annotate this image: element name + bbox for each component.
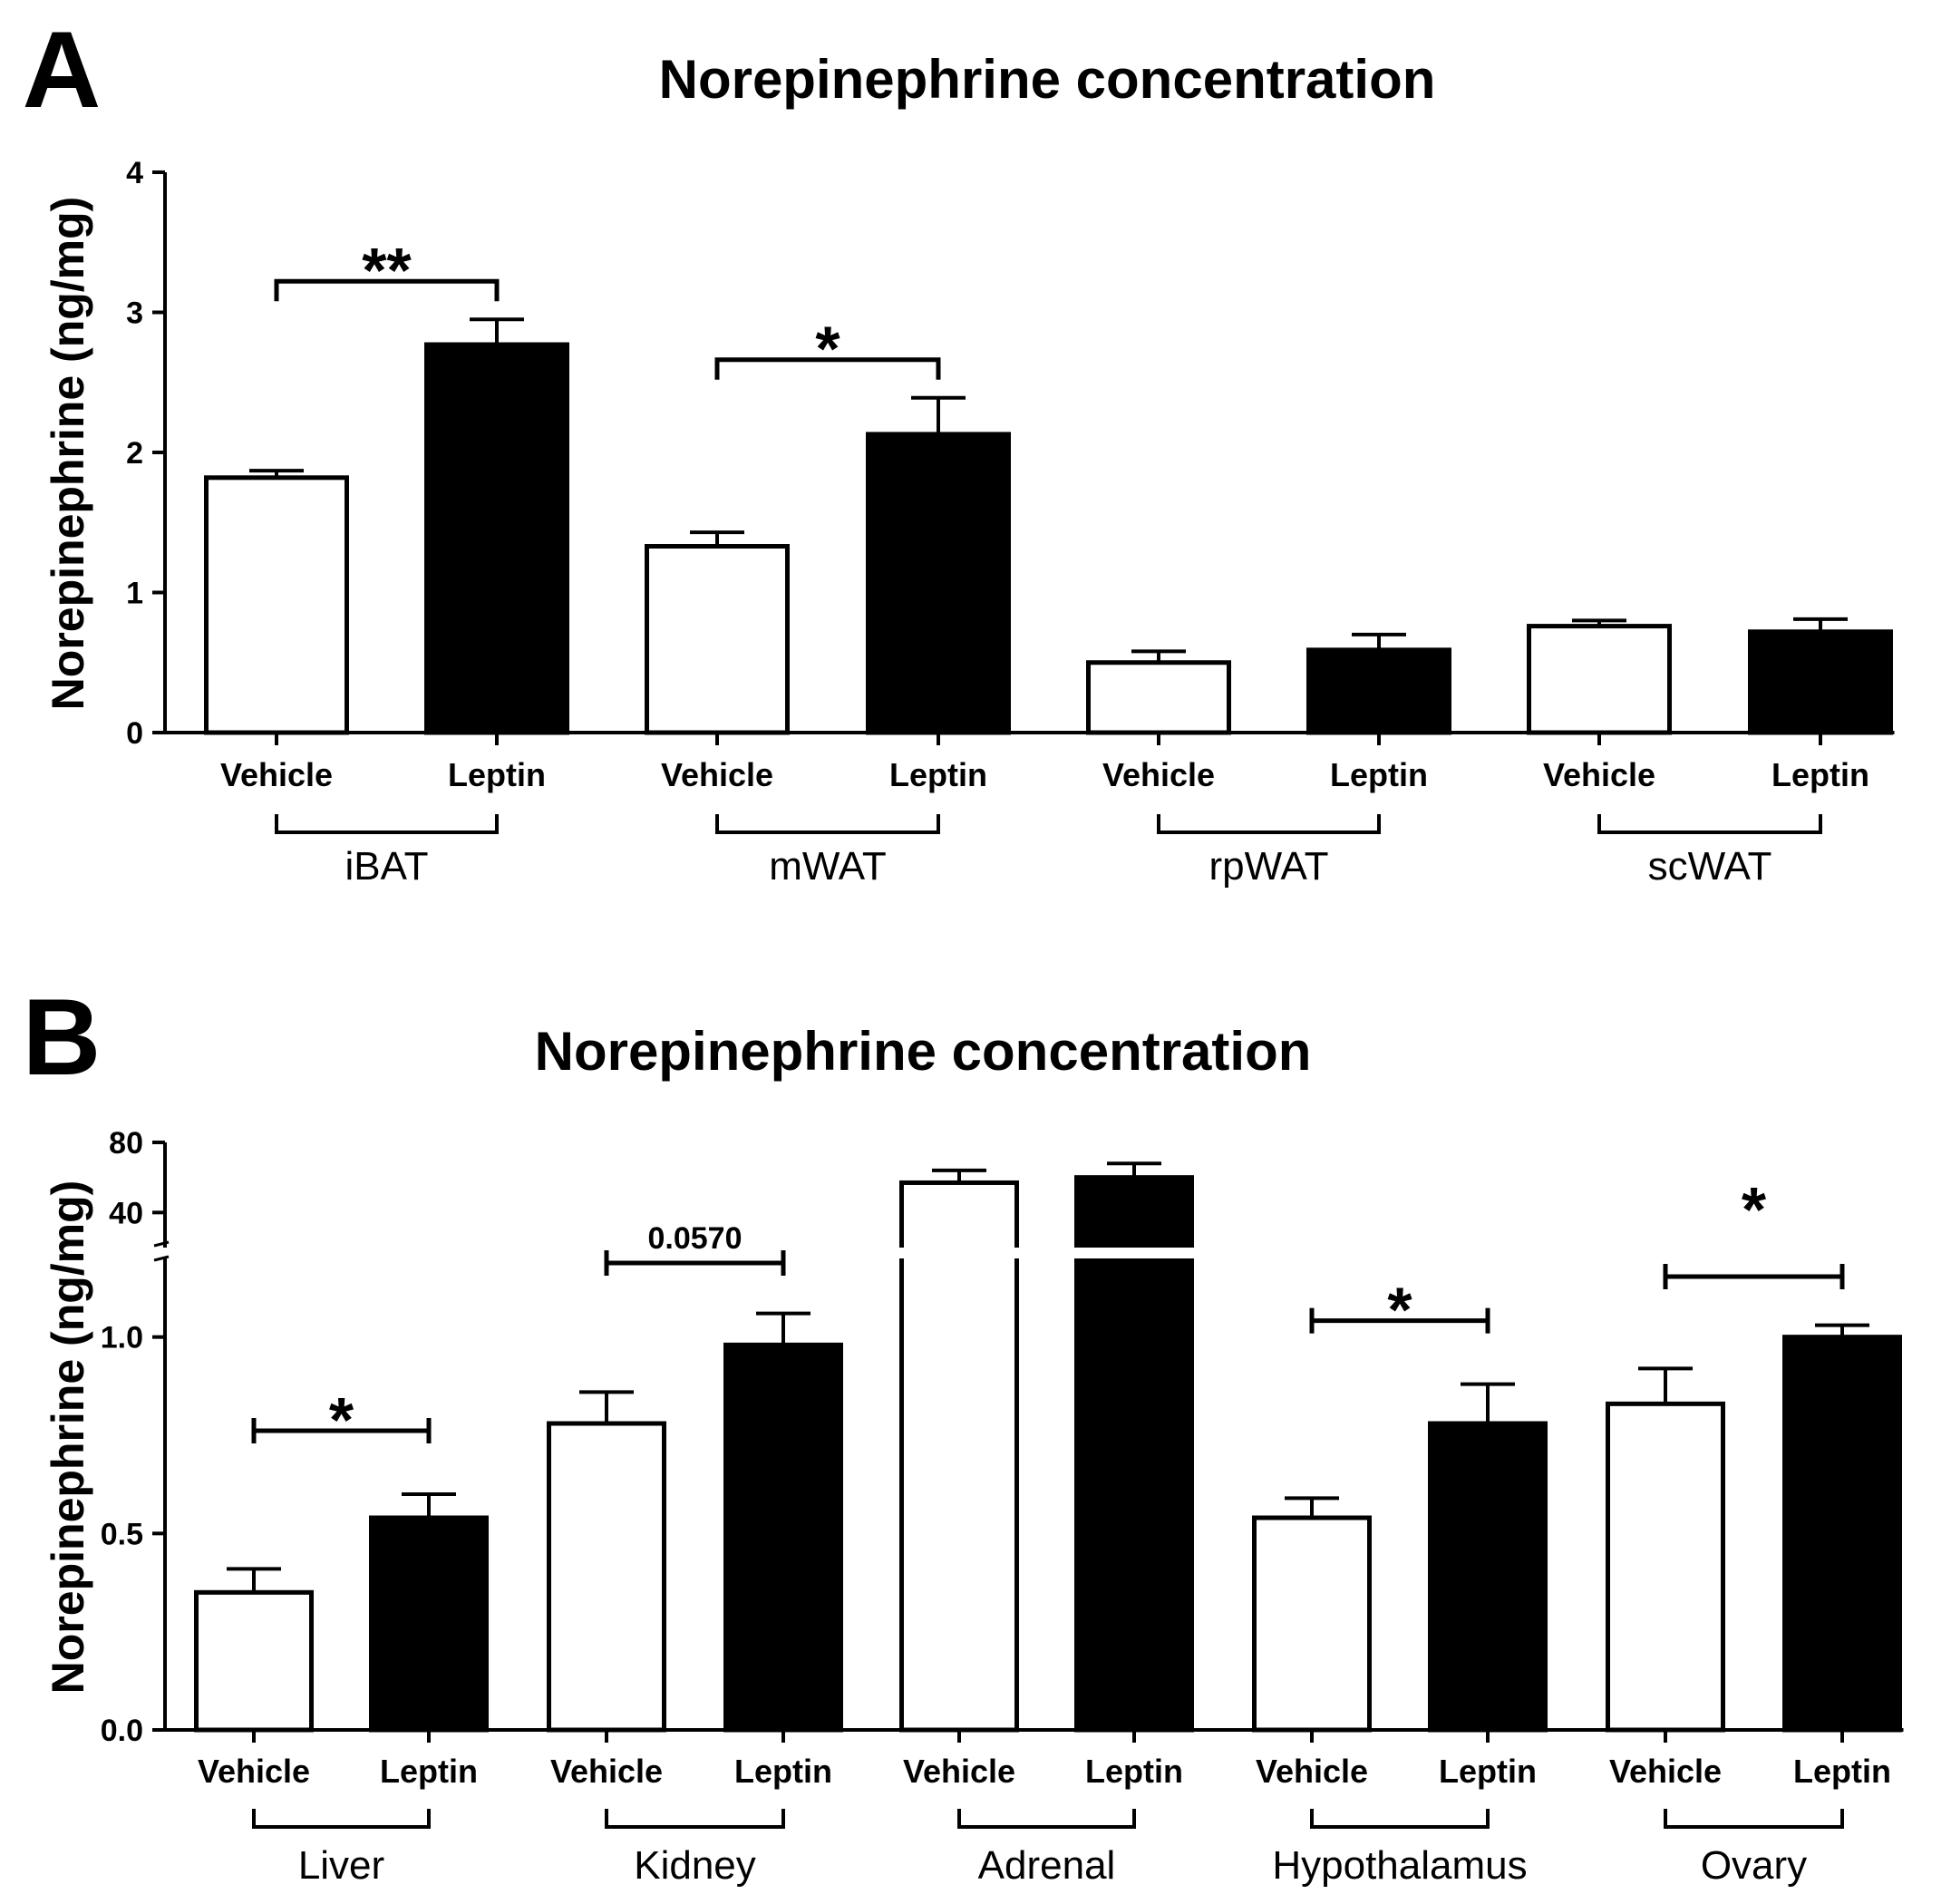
bar-leptin	[866, 432, 1011, 735]
bar-leptin	[1306, 647, 1451, 735]
group-label: iBAT	[345, 844, 428, 889]
bar-group-ovary: Vehicle Leptin Ovary *	[1606, 1174, 1902, 1888]
group-bracket	[1664, 1809, 1844, 1829]
x-tick-label: Vehicle	[220, 756, 333, 793]
group-bracket	[1157, 814, 1381, 834]
group-label: Adrenal	[978, 1843, 1116, 1888]
group-bracket	[715, 814, 940, 834]
y-axis-label: Norepinephrine (ng/mg)	[43, 197, 93, 711]
y-tick-label: 1.0	[101, 1321, 143, 1355]
bar-leptin	[1748, 629, 1893, 735]
bar-vehicle	[899, 1180, 1019, 1733]
significance-label: *	[1387, 1275, 1412, 1345]
bar-vehicle	[547, 1421, 666, 1733]
bar-leptin	[369, 1515, 489, 1733]
x-tick-label: Leptin	[1771, 756, 1869, 793]
x-tick-label: Leptin	[380, 1753, 478, 1790]
chart-title: Norepinephrine concentration	[659, 49, 1436, 110]
bar-leptin	[723, 1342, 843, 1733]
x-tick-label: Leptin	[1085, 1753, 1183, 1790]
y-tick-label: 80	[109, 1126, 143, 1161]
group-bracket	[275, 814, 499, 834]
panel-a: A Norepinephrine concentration Norepinephr…	[23, 9, 1895, 889]
chart-title: Norepinephrine concentration	[535, 1021, 1312, 1082]
bar-group-mwat: Vehicle Leptin mWAT *	[645, 314, 1011, 889]
bar-break-gap	[898, 1248, 1021, 1258]
group-label: scWAT	[1648, 844, 1772, 889]
group-label: Liver	[298, 1843, 384, 1888]
axis-break-mark	[153, 1240, 170, 1248]
significance-bracket	[714, 357, 941, 380]
bar-vehicle	[645, 544, 790, 735]
significance-label: 0.0570	[648, 1221, 743, 1256]
x-tick-label: Leptin	[1439, 1753, 1537, 1790]
panel-label: B	[23, 976, 102, 1098]
bar-group-kidney: Vehicle Leptin Kidney 0.0570	[547, 1221, 843, 1888]
x-tick-label: Vehicle	[1543, 756, 1655, 793]
y-tick-label: 3	[126, 296, 143, 331]
x-tick-label: Vehicle	[550, 1753, 663, 1790]
group-label: rpWAT	[1209, 844, 1329, 889]
bar-group-adrenal: Vehicle Leptin Adrenal	[898, 1161, 1196, 1888]
y-axis-label: Norepinephrine (ng/mg)	[43, 1180, 93, 1695]
x-tick-label: Vehicle	[198, 1753, 310, 1790]
bar-group-hypothalamus: Vehicle Leptin Hypothalamus *	[1252, 1275, 1548, 1888]
bar-vehicle	[1252, 1515, 1372, 1733]
x-tick-label: Leptin	[889, 756, 987, 793]
x-tick-label: Vehicle	[1256, 1753, 1368, 1790]
bar-group-ibat: Vehicle Leptin iBAT **	[204, 235, 569, 889]
x-tick-label: Vehicle	[903, 1753, 1015, 1790]
x-tick-label: Vehicle	[1609, 1753, 1722, 1790]
panel-b: B Norepinephrine concentration Norepinephr…	[23, 976, 1904, 1888]
bar-vehicle	[1527, 624, 1672, 735]
x-tick-label: Leptin	[734, 1753, 832, 1790]
significance-label: *	[1742, 1174, 1767, 1245]
y-tick-label: 0	[126, 716, 143, 751]
y-tick-label: 1	[126, 577, 143, 611]
y-tick-label: 2	[126, 436, 143, 471]
group-bracket	[252, 1809, 431, 1829]
significance-label: **	[362, 235, 412, 306]
bar-group-liver: Vehicle Leptin Liver *	[194, 1384, 489, 1888]
group-bracket	[957, 1809, 1136, 1829]
bar-leptin	[1428, 1421, 1548, 1733]
bar-leptin	[1074, 1175, 1194, 1733]
axis-break-mark	[153, 1255, 170, 1262]
group-label: Kidney	[634, 1843, 756, 1888]
x-tick-label: Vehicle	[1102, 756, 1215, 793]
group-bracket	[1310, 1809, 1490, 1829]
significance-bracket	[274, 278, 500, 302]
y-tick-label: 0.0	[101, 1714, 143, 1748]
group-label: Hypothalamus	[1272, 1843, 1527, 1888]
significance-label: *	[329, 1384, 354, 1455]
x-tick-label: Leptin	[448, 756, 546, 793]
bar-leptin	[424, 342, 569, 735]
y-tick-label: 40	[109, 1196, 143, 1230]
y-tick-label: 0.5	[101, 1517, 143, 1551]
panel-label: A	[23, 9, 102, 131]
group-bracket	[1597, 814, 1822, 834]
group-bracket	[605, 1809, 785, 1829]
x-tick-label: Leptin	[1793, 1753, 1891, 1790]
bar-vehicle	[1086, 660, 1231, 735]
bar-group-rpwat: Vehicle Leptin rpWAT	[1086, 632, 1451, 889]
significance-label: *	[815, 314, 840, 384]
bar-group-scwat: Vehicle Leptin scWAT	[1527, 617, 1893, 889]
x-tick-label: Leptin	[1330, 756, 1428, 793]
x-tick-label: Vehicle	[661, 756, 773, 793]
bar-vehicle	[194, 1589, 314, 1733]
group-label: mWAT	[769, 844, 887, 889]
bar-vehicle	[1606, 1401, 1725, 1733]
bar-break-gap	[1073, 1248, 1196, 1258]
y-tick-label: 4	[126, 156, 143, 190]
bar-vehicle	[204, 475, 349, 735]
group-label: Ovary	[1701, 1843, 1807, 1888]
bar-leptin	[1782, 1335, 1902, 1733]
